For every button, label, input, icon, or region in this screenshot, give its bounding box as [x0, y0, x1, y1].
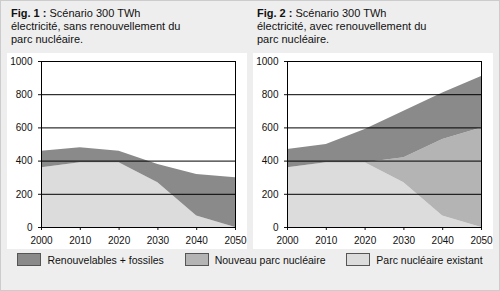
svg-text:2050: 2050: [470, 235, 493, 246]
svg-text:0: 0: [27, 222, 33, 233]
svg-text:2010: 2010: [315, 235, 338, 246]
svg-text:2010: 2010: [69, 235, 92, 246]
svg-text:1000: 1000: [256, 56, 279, 67]
svg-text:200: 200: [16, 189, 33, 200]
svg-text:0: 0: [273, 222, 279, 233]
svg-text:2040: 2040: [186, 235, 209, 246]
svg-text:400: 400: [262, 155, 279, 166]
svg-text:2040: 2040: [432, 235, 455, 246]
html-text:Nouveau parc nucléaire: Nouveau parc nucléaire: [214, 253, 326, 266]
svg-text:2000: 2000: [30, 235, 53, 246]
html-text:Fig. 2 : Scénario 300 TWh élec: Fig. 2 : Scénario 300 TWh électricité, a…: [257, 7, 427, 45]
svg-text:2020: 2020: [354, 235, 377, 246]
svg-text:2050: 2050: [224, 235, 247, 246]
svg-text:600: 600: [262, 122, 279, 133]
svg-text:600: 600: [16, 122, 33, 133]
svg-text:2000: 2000: [276, 235, 299, 246]
html-text:Renouvelables + fossiles: Renouvelables + fossiles: [47, 253, 164, 266]
svg-text:1000: 1000: [10, 56, 33, 67]
svg-text:2020: 2020: [108, 235, 131, 246]
svg-text:800: 800: [16, 89, 33, 100]
svg-text:200: 200: [262, 189, 279, 200]
svg-text:2030: 2030: [147, 235, 170, 246]
html-text:Parc nucléaire existant: Parc nucléaire existant: [376, 253, 483, 266]
svg-text:400: 400: [16, 155, 33, 166]
html-text:Fig. 1 : Scénario 300 TWh élec: Fig. 1 : Scénario 300 TWh électricité, s…: [11, 7, 181, 45]
svg-text:2030: 2030: [393, 235, 416, 246]
svg-text:800: 800: [262, 89, 279, 100]
